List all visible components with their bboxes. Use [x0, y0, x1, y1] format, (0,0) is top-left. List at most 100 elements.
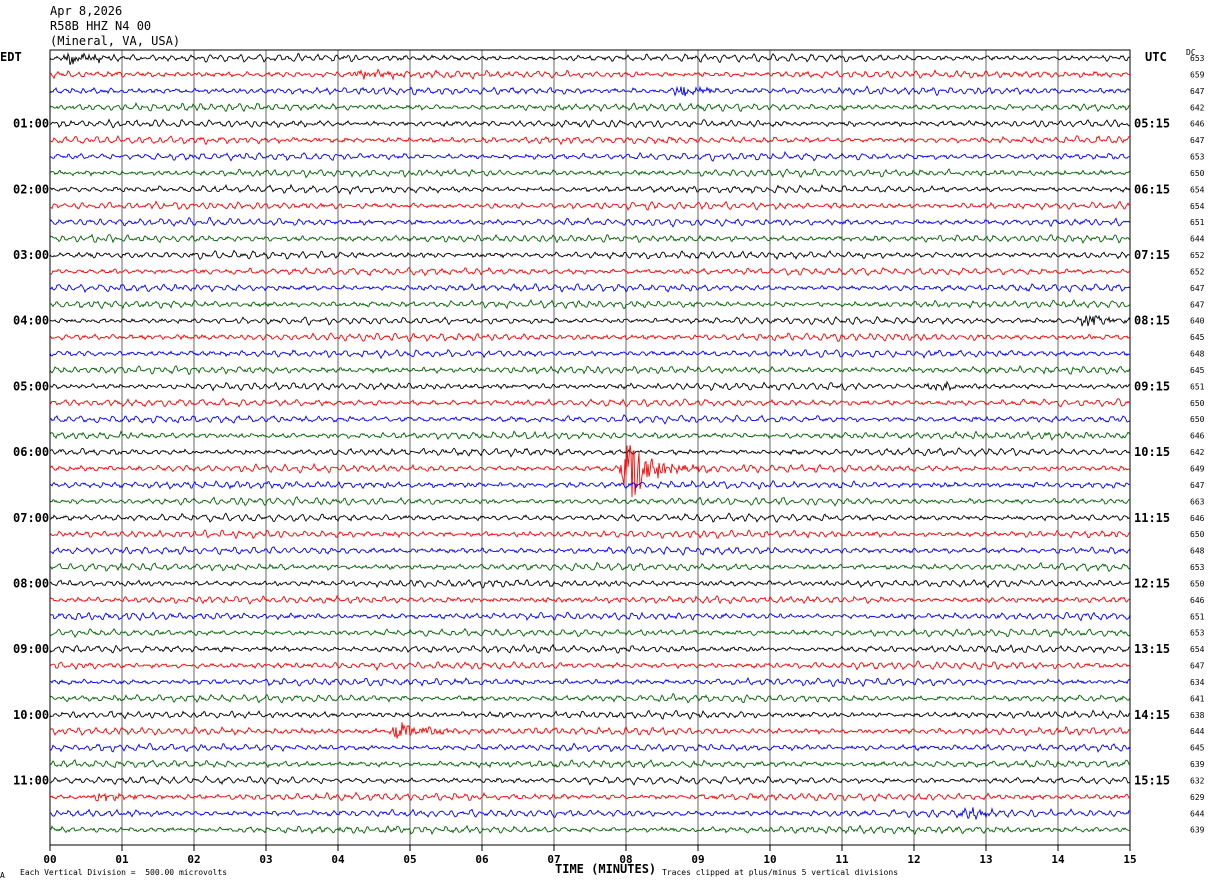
- utc-hour-label-3: 07:15: [1134, 248, 1170, 262]
- trace-row-16: [49, 299, 1131, 310]
- trace-row-29: [49, 512, 1131, 523]
- trace-row-23: [49, 414, 1131, 425]
- dc-value-row-7: 653: [1190, 153, 1205, 162]
- dc-value-row-20: 645: [1190, 366, 1205, 375]
- edt-hour-label-3: 03:00: [13, 248, 49, 262]
- dc-value-row-36: 653: [1190, 629, 1205, 638]
- x-tick-label-09: 09: [691, 853, 704, 866]
- trace-row-21: [49, 380, 1131, 392]
- edt-hour-label-5: 05:00: [13, 379, 49, 393]
- utc-hour-label-7: 11:15: [1134, 511, 1170, 525]
- dc-value-row-22: 650: [1190, 399, 1205, 408]
- edt-hour-label-8: 08:00: [13, 576, 49, 590]
- utc-hour-label-11: 15:15: [1134, 773, 1170, 787]
- trace-row-43: [49, 742, 1131, 753]
- x-axis-title: TIME (MINUTES): [555, 862, 657, 876]
- trace-row-41: [49, 709, 1131, 720]
- x-tick-label-12: 12: [907, 853, 920, 866]
- utc-hour-label-6: 10:15: [1134, 445, 1170, 459]
- x-tick-label-01: 01: [115, 853, 129, 866]
- x-tick-label-10: 10: [763, 853, 776, 866]
- dc-value-row-42: 644: [1190, 727, 1205, 736]
- trace-row-25: [49, 447, 1131, 458]
- dc-value-row-45: 632: [1190, 776, 1205, 785]
- dc-value-row-31: 648: [1190, 547, 1205, 556]
- dc-value-row-48: 639: [1190, 826, 1205, 835]
- trace-row-8: [49, 168, 1131, 179]
- dc-value-row-47: 644: [1190, 809, 1205, 818]
- dc-value-row-15: 647: [1190, 284, 1205, 293]
- trace-row-20: [49, 365, 1131, 376]
- dc-value-row-32: 653: [1190, 563, 1205, 572]
- utc-hour-label-2: 06:15: [1134, 182, 1170, 196]
- trace-row-37: [49, 643, 1131, 655]
- trace-row-4: [49, 102, 1131, 113]
- x-tick-label-07: 07: [547, 853, 560, 866]
- dc-value-row-10: 654: [1190, 202, 1205, 211]
- dc-value-row-44: 639: [1190, 760, 1205, 769]
- x-tick-label-14: 14: [1051, 853, 1065, 866]
- dc-value-row-23: 650: [1190, 415, 1205, 424]
- trace-row-13: [49, 249, 1130, 261]
- scale-note: Each Vertical Division = 500.00 microvol…: [20, 868, 228, 877]
- trace-row-26: [49, 445, 1131, 498]
- trace-row-46: [49, 791, 1131, 802]
- dc-value-row-35: 651: [1190, 612, 1205, 621]
- trace-row-2: [49, 68, 1131, 81]
- trace-row-14: [50, 266, 1131, 277]
- x-tick-label-03: 03: [259, 853, 272, 866]
- dc-value-row-6: 647: [1190, 136, 1205, 145]
- dc-value-row-33: 650: [1190, 579, 1205, 588]
- dc-value-row-12: 644: [1190, 235, 1205, 244]
- dc-value-row-39: 634: [1190, 678, 1205, 687]
- dc-value-row-16: 647: [1190, 300, 1205, 309]
- dc-value-row-11: 651: [1190, 218, 1205, 227]
- trace-row-34: [49, 594, 1131, 605]
- x-tick-label-06: 06: [475, 853, 489, 866]
- dc-value-row-34: 646: [1190, 596, 1205, 605]
- edt-hour-label-4: 04:00: [13, 314, 49, 328]
- trace-row-42: [49, 722, 1130, 739]
- trace-row-47: [49, 806, 1131, 821]
- dc-value-row-37: 654: [1190, 645, 1205, 654]
- dc-value-row-3: 647: [1190, 87, 1205, 96]
- edt-hour-label-6: 06:00: [13, 445, 49, 459]
- dc-value-row-4: 642: [1190, 103, 1205, 112]
- dc-value-row-26: 649: [1190, 465, 1205, 474]
- trace-row-3: [49, 85, 1131, 97]
- dc-value-row-24: 646: [1190, 432, 1205, 441]
- trace-row-44: [49, 759, 1131, 769]
- clip-note: Traces clipped at plus/minus 5 vertical …: [662, 868, 899, 877]
- trace-row-7: [49, 150, 1131, 162]
- dc-value-row-28: 663: [1190, 497, 1205, 506]
- edt-hour-label-10: 10:00: [13, 708, 49, 722]
- trace-row-5: [49, 118, 1130, 129]
- x-tick-label-04: 04: [331, 853, 345, 866]
- corner-mark: A: [0, 871, 5, 880]
- x-tick-label-15: 15: [1123, 853, 1136, 866]
- trace-row-18: [49, 332, 1131, 343]
- dc-value-row-17: 640: [1190, 317, 1205, 326]
- dc-value-row-19: 648: [1190, 350, 1205, 359]
- dc-value-row-14: 652: [1190, 267, 1205, 276]
- dc-value-row-13: 652: [1190, 251, 1205, 260]
- plot-date: Apr 8,2026: [50, 4, 123, 18]
- trace-row-6: [49, 134, 1131, 146]
- dc-value-row-43: 645: [1190, 744, 1205, 753]
- x-tick-label-11: 11: [835, 853, 849, 866]
- trace-row-1: [49, 51, 1131, 65]
- dc-value-row-46: 629: [1190, 793, 1205, 802]
- dc-value-row-18: 645: [1190, 333, 1205, 342]
- station-code: R58B HHZ N4 00: [50, 19, 152, 33]
- trace-row-39: [49, 677, 1131, 688]
- utc-hour-label-4: 08:15: [1134, 314, 1170, 328]
- trace-row-9: [49, 183, 1131, 196]
- dc-value-row-5: 646: [1190, 120, 1205, 129]
- trace-row-32: [49, 561, 1131, 573]
- edt-hour-label-2: 02:00: [13, 182, 49, 196]
- utc-hour-label-8: 12:15: [1134, 576, 1170, 590]
- trace-row-22: [49, 397, 1131, 408]
- x-tick-label-13: 13: [979, 853, 992, 866]
- utc-hour-label-5: 09:15: [1134, 379, 1170, 393]
- trace-row-35: [49, 611, 1131, 622]
